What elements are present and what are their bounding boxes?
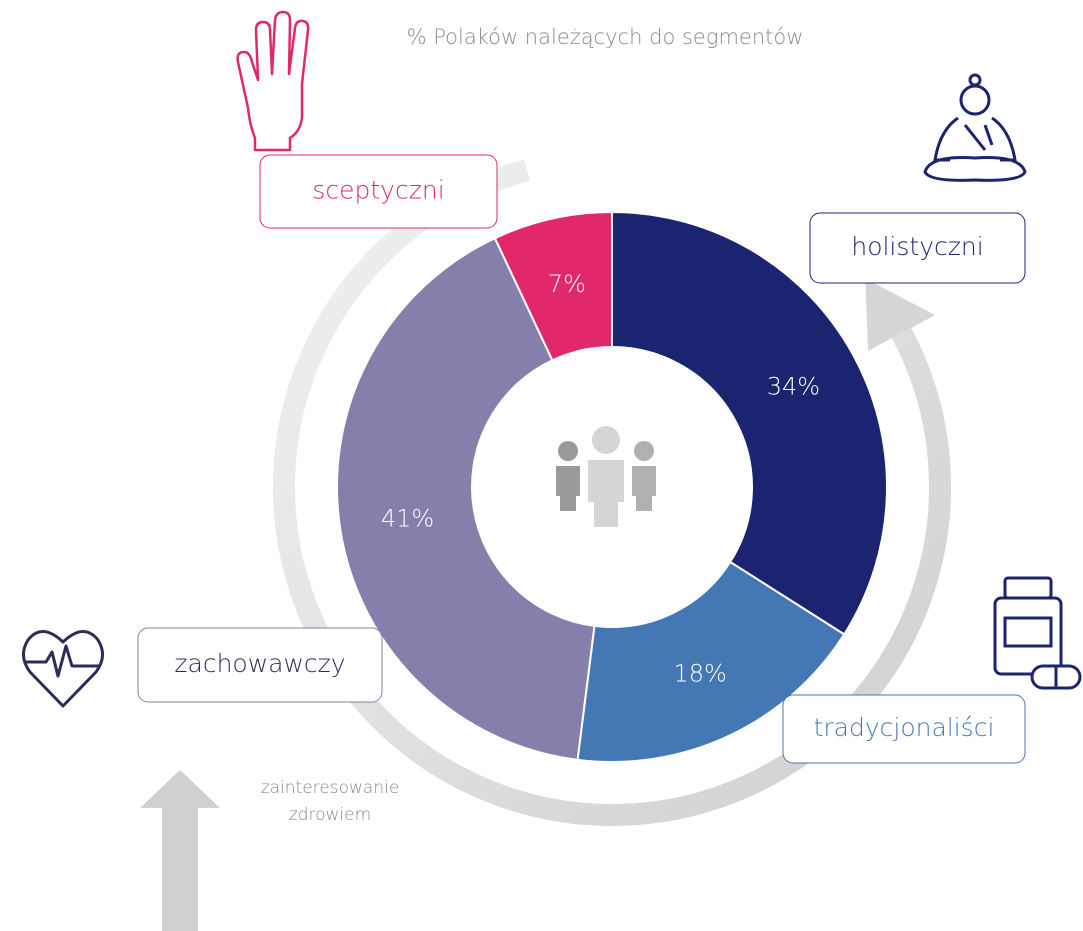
value-label: 18%: [673, 659, 726, 687]
category-label: zachowawczy: [174, 649, 345, 678]
meditation-icon: [923, 73, 1027, 182]
people-icon: [556, 426, 656, 527]
category-box: [809, 212, 1026, 284]
cycle-arrowhead: [865, 278, 936, 351]
legend-label: zainteresowanie: [261, 778, 400, 798]
cycle-arrow: [273, 159, 951, 826]
donut-slice: [336, 236, 596, 761]
category-box: [259, 154, 498, 229]
cycle-ring: [273, 159, 951, 826]
category-label: holistyczni: [851, 232, 983, 261]
donut-slice: [611, 210, 888, 636]
heart-icon: [22, 630, 104, 708]
legend-label: zdrowiem: [289, 805, 371, 825]
medicine-icon: [993, 576, 1082, 690]
donut-slice: [493, 210, 613, 362]
value-label: 7%: [548, 270, 586, 298]
category-box: [782, 694, 1026, 764]
category-label: sceptyczni: [312, 176, 444, 205]
subtitle: % Polaków należących do segmentów: [407, 25, 804, 49]
category-label: tradycjonaliści: [814, 713, 995, 742]
hand-icon: [236, 10, 310, 152]
value-label: 34%: [767, 372, 820, 400]
value-label: 41%: [381, 504, 434, 532]
legend-arrow: [140, 770, 220, 931]
category-box: [137, 627, 383, 703]
